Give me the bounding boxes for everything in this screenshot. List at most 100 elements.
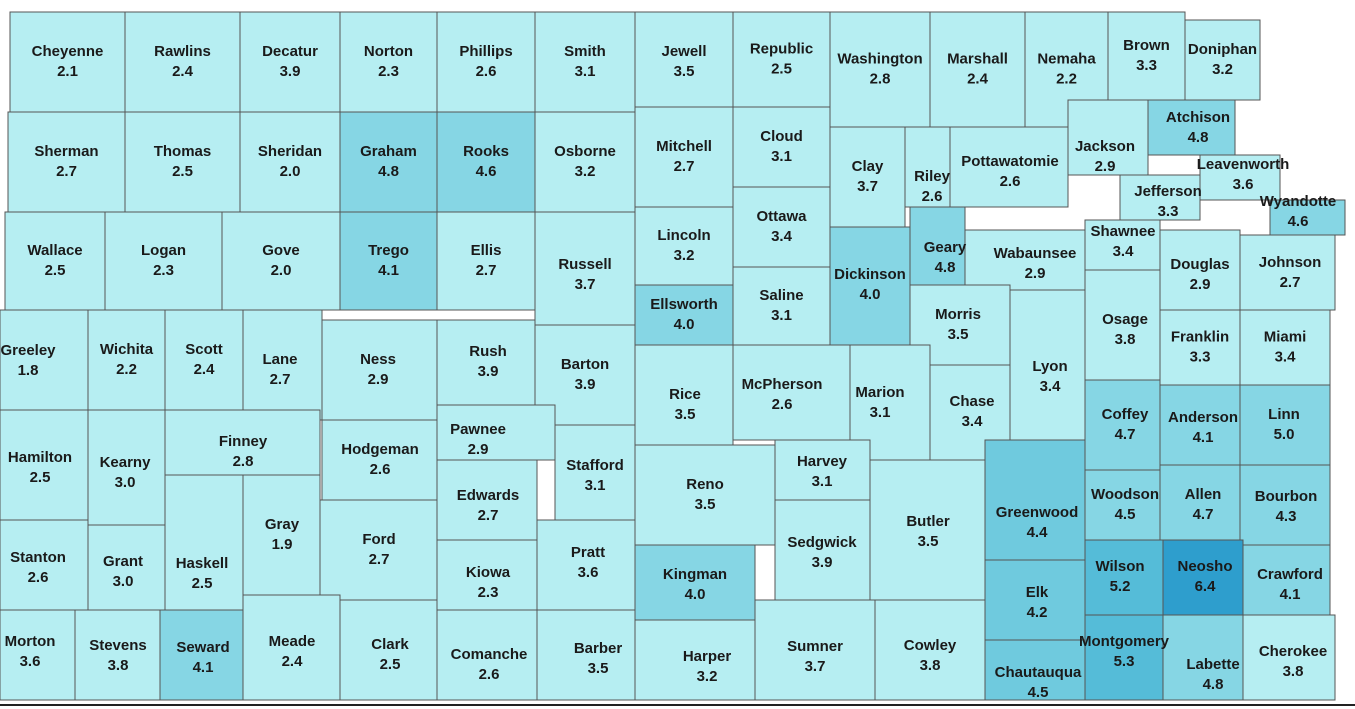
- county-value: 2.3: [153, 262, 174, 279]
- county-name: Lyon: [1032, 358, 1067, 375]
- county-value: 2.9: [368, 371, 389, 388]
- county-name: Comanche: [451, 646, 528, 663]
- county-name: Leavenworth: [1197, 156, 1290, 173]
- county-value: 3.1: [771, 307, 792, 324]
- county-value: 3.2: [697, 668, 718, 685]
- county: [436, 111, 536, 213]
- county-value: 6.4: [1195, 578, 1217, 595]
- county-value: 3.6: [578, 564, 599, 581]
- county-value: 2.3: [378, 63, 399, 80]
- county: [1239, 234, 1336, 311]
- county-value: 3.4: [962, 413, 984, 430]
- county: [159, 609, 244, 701]
- county-value: 3.1: [870, 404, 891, 421]
- county: [9, 11, 126, 113]
- county-value: 2.7: [674, 158, 695, 175]
- county: [1119, 174, 1201, 221]
- county-value: 3.5: [675, 406, 696, 423]
- county-name: Cheyenne: [32, 43, 104, 60]
- county: [0, 409, 89, 521]
- county: [1184, 19, 1261, 101]
- county-name: Brown: [1123, 37, 1170, 54]
- county-name: Morris: [935, 306, 981, 323]
- county: [534, 11, 636, 113]
- county-name: Douglas: [1170, 256, 1229, 273]
- county: [339, 599, 438, 701]
- county-value: 2.0: [271, 262, 292, 279]
- county-name: Butler: [906, 513, 950, 530]
- county: [634, 444, 776, 546]
- county: [984, 439, 1086, 561]
- county-name: Greeley: [0, 342, 56, 359]
- county-value: 4.0: [685, 586, 706, 603]
- county-name: Grant: [103, 553, 143, 570]
- county: [436, 11, 536, 113]
- county-name: Haskell: [176, 555, 229, 572]
- county: [1162, 539, 1244, 616]
- county-value: 3.6: [1233, 176, 1254, 193]
- county-value: 3.4: [771, 228, 793, 245]
- county-name: Shawnee: [1090, 223, 1155, 240]
- county-name: Osborne: [554, 143, 616, 160]
- county: [1199, 154, 1281, 201]
- county-name: Johnson: [1259, 254, 1322, 271]
- county-value: 2.6: [479, 666, 500, 683]
- county: [1147, 99, 1236, 156]
- county-name: Pottawatomie: [961, 153, 1059, 170]
- county-name: Dickinson: [834, 266, 906, 283]
- county-name: Gray: [265, 516, 300, 533]
- county-value: 4.1: [193, 659, 214, 676]
- county: [634, 619, 756, 701]
- county-name: Kearny: [100, 454, 152, 471]
- county-name: Elk: [1026, 584, 1049, 601]
- county-name: Lane: [262, 351, 297, 368]
- county-name: Washington: [837, 50, 922, 67]
- county-value: 2.3: [478, 584, 499, 601]
- county: [436, 539, 538, 611]
- county-value: 2.7: [478, 507, 499, 524]
- county: [87, 309, 166, 411]
- county-value: 3.3: [1190, 348, 1211, 365]
- county-name: Scott: [185, 341, 223, 358]
- county-value: 4.5: [1115, 506, 1136, 523]
- county: [1084, 539, 1164, 616]
- county: [634, 344, 734, 446]
- county-name: Ottawa: [756, 208, 807, 225]
- county-value: 2.7: [270, 371, 291, 388]
- county-name: Wabaunsee: [994, 245, 1077, 262]
- county: [732, 11, 831, 108]
- county: [774, 439, 871, 501]
- county-value: 1.8: [18, 362, 39, 379]
- county-value: 3.3: [1136, 57, 1157, 74]
- county-value: 3.4: [1113, 243, 1135, 260]
- county-value: 5.3: [1114, 653, 1135, 670]
- county-name: Riley: [914, 168, 951, 185]
- county-name: Russell: [558, 256, 611, 273]
- county-value: 3.5: [695, 496, 716, 513]
- county-value: 2.8: [870, 70, 891, 87]
- county: [124, 111, 241, 213]
- county: [534, 111, 636, 213]
- county-name: Woodson: [1091, 486, 1159, 503]
- county-value: 3.2: [575, 163, 596, 180]
- county-value: 3.9: [575, 376, 596, 393]
- county: [829, 226, 911, 346]
- county: [87, 524, 166, 611]
- county-name: Greenwood: [996, 504, 1079, 521]
- county-value: 3.9: [280, 63, 301, 80]
- county-name: Cowley: [904, 637, 957, 654]
- county-value: 3.1: [585, 477, 606, 494]
- county-value: 2.4: [172, 63, 194, 80]
- county-value: 4.6: [476, 163, 497, 180]
- county-name: Linn: [1268, 406, 1300, 423]
- county-name: Cloud: [760, 128, 803, 145]
- county-value: 2.7: [369, 551, 390, 568]
- county-name: Coffey: [1102, 406, 1149, 423]
- county-name: Crawford: [1257, 566, 1323, 583]
- county-value: 2.7: [56, 163, 77, 180]
- county: [0, 519, 89, 611]
- county: [74, 609, 161, 701]
- county: [436, 319, 536, 406]
- county: [1159, 309, 1241, 386]
